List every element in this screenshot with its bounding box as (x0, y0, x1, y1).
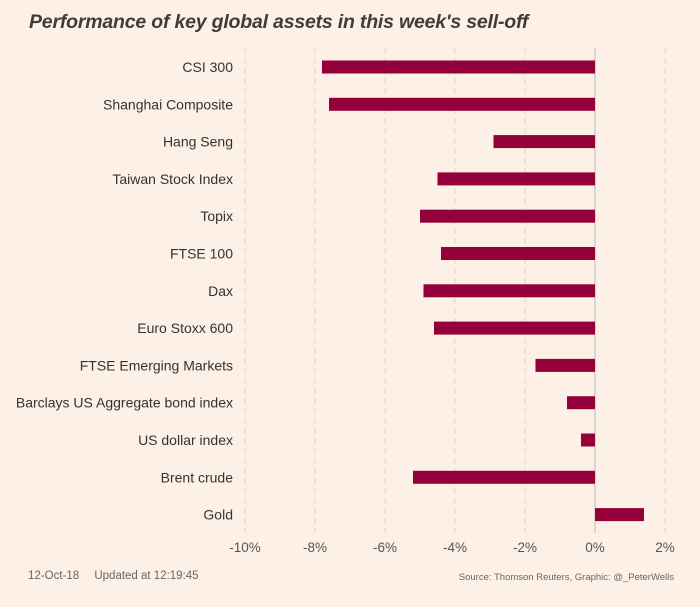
chart-title: Performance of key global assets in this… (29, 11, 529, 33)
footer-source: Source: Thomson Reuters, Graphic: @_Pete… (458, 572, 674, 583)
footer-left: 12-Oct-18 Updated at 12:19:45 (28, 570, 211, 582)
category-label: Topix (200, 208, 233, 224)
footer-updated: Updated at 12:19:45 (94, 570, 199, 582)
category-label: Dax (208, 283, 233, 299)
x-tick-label: -4% (443, 540, 467, 555)
bar (595, 508, 644, 522)
category-label: FTSE Emerging Markets (80, 357, 233, 373)
bar (329, 97, 595, 111)
category-label: Euro Stoxx 600 (137, 320, 233, 336)
category-label: CSI 300 (182, 59, 233, 75)
category-label: Shanghai Composite (103, 96, 233, 112)
bar (493, 135, 595, 149)
category-label: Brent crude (161, 469, 234, 485)
category-label: FTSE 100 (170, 246, 233, 262)
bar (420, 209, 595, 223)
x-tick-label: -2% (513, 540, 537, 555)
footer-date: 12-Oct-18 (28, 570, 80, 582)
bar (434, 321, 595, 335)
category-labels: CSI 300 Shanghai Composite Hang Seng Taiwan… (16, 59, 233, 523)
x-tick-label: 0% (585, 540, 605, 555)
bar (322, 60, 595, 74)
category-label: Barclays US Aggregate bond index (16, 395, 233, 411)
x-tick-label: -6% (373, 540, 397, 555)
category-label: Taiwan Stock Index (112, 171, 233, 187)
category-label: US dollar index (138, 432, 233, 448)
bar (581, 433, 595, 447)
category-label: Gold (203, 507, 233, 523)
bar (441, 247, 595, 260)
bar (437, 172, 595, 186)
category-label: Hang Seng (163, 134, 233, 150)
x-tick-label: -8% (303, 540, 327, 555)
bar (535, 358, 595, 372)
bar (423, 284, 595, 298)
bar (567, 396, 595, 410)
bars (322, 60, 644, 522)
x-tick-label: -10% (229, 540, 261, 555)
x-tick-labels: -10% -8% -6% -4% -2% 0% 2% (229, 540, 675, 555)
bar (413, 470, 595, 484)
x-tick-label: 2% (655, 540, 675, 555)
